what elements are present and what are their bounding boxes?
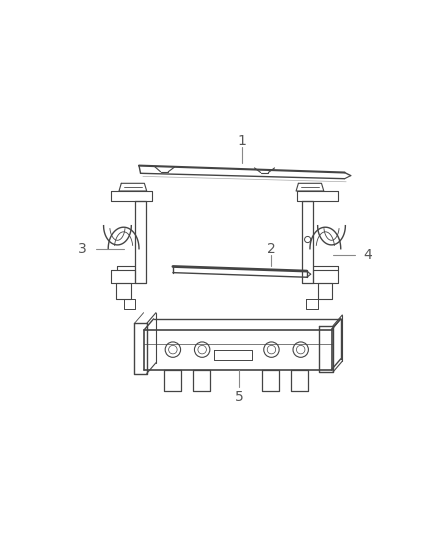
Text: 3: 3	[78, 242, 87, 256]
Text: 5: 5	[235, 390, 244, 403]
Text: 1: 1	[238, 134, 247, 148]
Text: 4: 4	[363, 248, 372, 262]
Text: 2: 2	[267, 242, 276, 256]
